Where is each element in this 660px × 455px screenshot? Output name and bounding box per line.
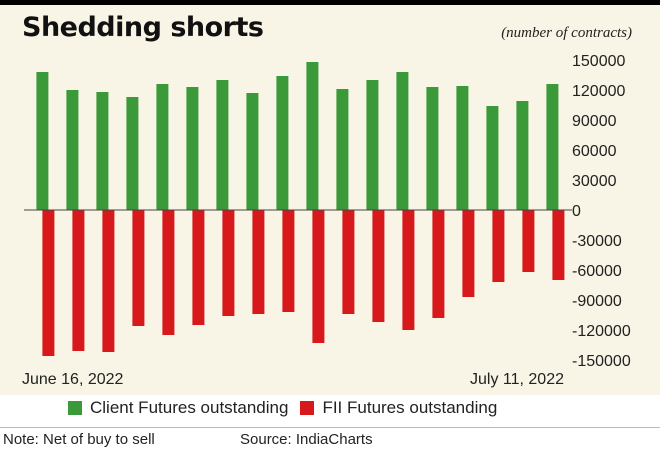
client-bar-12 — [366, 80, 379, 210]
fii-bar-5 — [162, 210, 175, 335]
fii-bar-10 — [312, 210, 325, 343]
fii-bar-2 — [72, 210, 85, 351]
client-bar-10 — [306, 62, 319, 210]
y-tick-label: -30000 — [572, 233, 622, 250]
chart-title: Shedding shorts — [22, 12, 264, 43]
client-bar-6 — [186, 87, 199, 210]
y-tick-label: -150000 — [572, 353, 631, 370]
y-tick-label: -90000 — [572, 293, 622, 310]
bars-group — [36, 62, 565, 356]
fii-bar-17 — [522, 210, 535, 272]
client-bar-13 — [396, 72, 409, 210]
x-tick-label: June 16, 2022 — [22, 371, 124, 388]
unit-label: (number of contracts) — [501, 25, 632, 41]
legend-label-fii: FII Futures outstanding — [322, 398, 498, 417]
y-axis-ticks: 150000 120000 90000 60000 30000 0 -30000 -60000… — [572, 53, 631, 370]
client-bar-7 — [216, 80, 229, 210]
y-tick-label: -60000 — [572, 263, 622, 280]
source-credit: Source: IndiaCharts — [240, 431, 373, 448]
fii-bar-8 — [252, 210, 265, 314]
fii-bar-14 — [432, 210, 445, 318]
x-axis-ticks: June 16, 2022 July 11, 2022 — [22, 371, 564, 388]
legend-swatch-fii — [300, 401, 315, 415]
fii-bar-18 — [552, 210, 565, 280]
legend-label-client: Client Futures outstanding — [90, 398, 289, 417]
fii-bar-6 — [192, 210, 205, 325]
y-tick-label: 90000 — [572, 113, 617, 130]
client-bar-18 — [546, 84, 559, 210]
legend-item-fii: FII Futures outstanding — [300, 398, 497, 418]
fii-bar-9 — [282, 210, 295, 312]
y-tick-label: -120000 — [572, 323, 631, 340]
client-bar-5 — [156, 84, 169, 210]
client-bar-3 — [96, 92, 109, 210]
client-bar-14 — [426, 87, 439, 210]
legend: Client Futures outstanding FII Futures o… — [68, 398, 509, 418]
fii-bar-16 — [492, 210, 505, 282]
fii-bar-1 — [42, 210, 55, 356]
client-bar-1 — [36, 72, 49, 210]
y-tick-label: 30000 — [572, 173, 617, 190]
client-bar-15 — [456, 86, 469, 210]
legend-swatch-client — [68, 401, 82, 415]
client-bar-2 — [66, 90, 79, 210]
fii-bar-12 — [372, 210, 385, 322]
fii-bar-13 — [402, 210, 415, 330]
y-tick-label: 60000 — [572, 143, 617, 160]
y-tick-label: 120000 — [572, 83, 625, 100]
y-tick-label: 150000 — [572, 53, 625, 70]
footer-rule — [0, 427, 660, 428]
client-bar-11 — [336, 89, 349, 210]
client-bar-9 — [276, 76, 289, 210]
client-bar-17 — [516, 101, 529, 210]
footnote: Note: Net of buy to sell — [3, 431, 155, 448]
fii-bar-11 — [342, 210, 355, 314]
fii-bar-15 — [462, 210, 475, 297]
fii-bar-3 — [102, 210, 115, 352]
client-bar-16 — [486, 106, 499, 210]
y-tick-label: 0 — [572, 203, 581, 220]
client-bar-8 — [246, 93, 259, 210]
x-tick-label: July 11, 2022 — [470, 371, 564, 388]
fii-bar-4 — [132, 210, 145, 326]
fii-bar-7 — [222, 210, 235, 316]
bar-chart: 150000 120000 90000 60000 30000 0 -30000 -60000… — [22, 53, 631, 388]
top-rule — [0, 0, 660, 5]
client-bar-4 — [126, 97, 139, 210]
legend-item-client: Client Futures outstanding — [68, 398, 288, 418]
